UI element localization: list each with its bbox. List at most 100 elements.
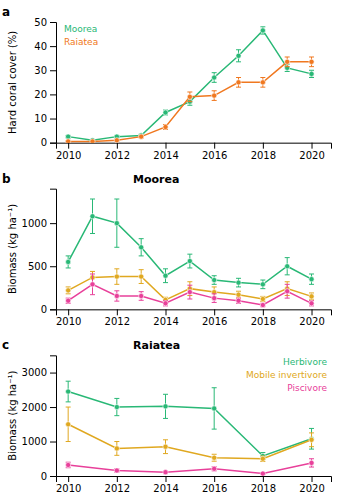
data-point <box>163 444 168 449</box>
y-tick: 10 <box>34 113 56 124</box>
x-tick-mark <box>117 143 118 149</box>
error-bar <box>212 454 217 461</box>
error-bar <box>285 282 290 296</box>
series-line <box>68 30 311 140</box>
y-tick: 500 <box>28 261 56 272</box>
data-point <box>260 28 265 33</box>
y-tick: 3000 <box>22 367 56 378</box>
error-bar <box>260 27 265 34</box>
plot-area <box>66 27 315 143</box>
x-tick-label: 2020 <box>299 316 324 327</box>
panel: 20102012201420162018202005001000Biomass … <box>2 172 332 328</box>
data-point <box>309 59 314 64</box>
data-point <box>212 455 217 460</box>
figure: 20102012201420162018202001020304050Hard … <box>0 0 343 500</box>
series-line <box>68 216 311 284</box>
data-point <box>309 71 314 76</box>
y-tick-mark <box>50 46 56 47</box>
x-tick-label: 2018 <box>251 316 276 327</box>
y-axis: 0100020003000 <box>22 356 57 482</box>
y-axis: 01020304050 <box>34 17 56 149</box>
error-bar <box>236 291 241 298</box>
x-tick: 2020 <box>299 143 324 161</box>
legend-entry: Moorea <box>64 24 97 34</box>
legend: MooreaRaiatea <box>64 24 98 47</box>
series <box>66 274 315 308</box>
y-tick-mark <box>50 407 56 408</box>
error-bar <box>114 269 119 285</box>
series-line <box>68 463 311 474</box>
data-point <box>260 471 265 476</box>
panel: 2010201220142016201820200100020003000Bio… <box>2 338 332 494</box>
data-point <box>236 80 241 85</box>
series <box>66 27 315 143</box>
data-point <box>163 404 168 409</box>
data-point <box>236 53 241 58</box>
data-point <box>212 75 217 80</box>
data-point <box>285 264 290 269</box>
x-tick: 2012 <box>105 476 130 494</box>
x-tick-label: 2020 <box>299 150 324 161</box>
series <box>66 199 315 289</box>
x-tick-label: 2020 <box>299 483 324 494</box>
x-tick: 2014 <box>153 476 178 494</box>
data-point <box>212 466 217 471</box>
series <box>66 381 315 459</box>
error-bar <box>114 398 119 415</box>
x-tick: 2020 <box>299 476 324 494</box>
error-bar <box>66 298 71 303</box>
panel-title: Moorea <box>133 173 179 186</box>
y-tick: 2000 <box>22 402 56 413</box>
x-tick-label: 2016 <box>202 316 227 327</box>
error-bar <box>187 285 192 299</box>
data-point <box>66 134 71 139</box>
error-bar <box>260 280 265 289</box>
x-tick-label: 2014 <box>153 316 178 327</box>
x-tick: 2012 <box>105 309 130 327</box>
data-point <box>90 139 95 143</box>
x-tick-label: 2014 <box>153 150 178 161</box>
y-tick-label: 1000 <box>22 218 47 229</box>
x-axis-line <box>57 477 332 483</box>
y-tick-mark <box>50 309 56 310</box>
error-bar <box>163 110 168 115</box>
x-tick-label: 2016 <box>202 483 227 494</box>
series-line <box>68 284 311 305</box>
data-point <box>66 259 71 264</box>
data-point <box>114 468 119 473</box>
data-point <box>66 462 71 467</box>
panel-label: b <box>2 172 11 186</box>
x-tick: 2010 <box>56 309 81 327</box>
x-tick: 2016 <box>202 309 227 327</box>
data-point <box>139 245 144 250</box>
data-point <box>212 406 217 411</box>
error-bar <box>236 298 241 303</box>
y-tick: 30 <box>34 65 56 76</box>
legend-entry: Mobile invertivore <box>246 370 328 380</box>
error-bar <box>285 258 290 275</box>
x-tick-mark <box>214 476 215 482</box>
x-tick: 2012 <box>105 143 130 161</box>
legend: HerbivoreMobile invertivorePiscivore <box>246 357 328 393</box>
error-bar <box>236 78 241 88</box>
data-point <box>90 282 95 287</box>
x-tick: 2016 <box>202 143 227 161</box>
error-bar <box>309 57 314 67</box>
y-tick-label: 1000 <box>22 436 47 447</box>
data-point <box>309 437 314 442</box>
x-axis: 201020122014201620182020 <box>56 143 332 161</box>
data-point <box>212 277 217 282</box>
x-tick-mark <box>68 143 69 149</box>
x-tick: 2010 <box>56 143 81 161</box>
error-bar <box>236 50 241 62</box>
error-bar <box>285 284 290 298</box>
error-bar <box>309 433 314 447</box>
y-tick-mark <box>50 476 56 477</box>
y-tick: 1000 <box>22 436 56 447</box>
y-axis-label: Biomass (kg ha⁻¹) <box>7 371 18 461</box>
y-tick: 0 <box>41 304 56 315</box>
data-point <box>114 293 119 298</box>
data-point <box>212 93 217 98</box>
series-line <box>68 424 311 458</box>
y-tick-mark <box>50 70 56 71</box>
